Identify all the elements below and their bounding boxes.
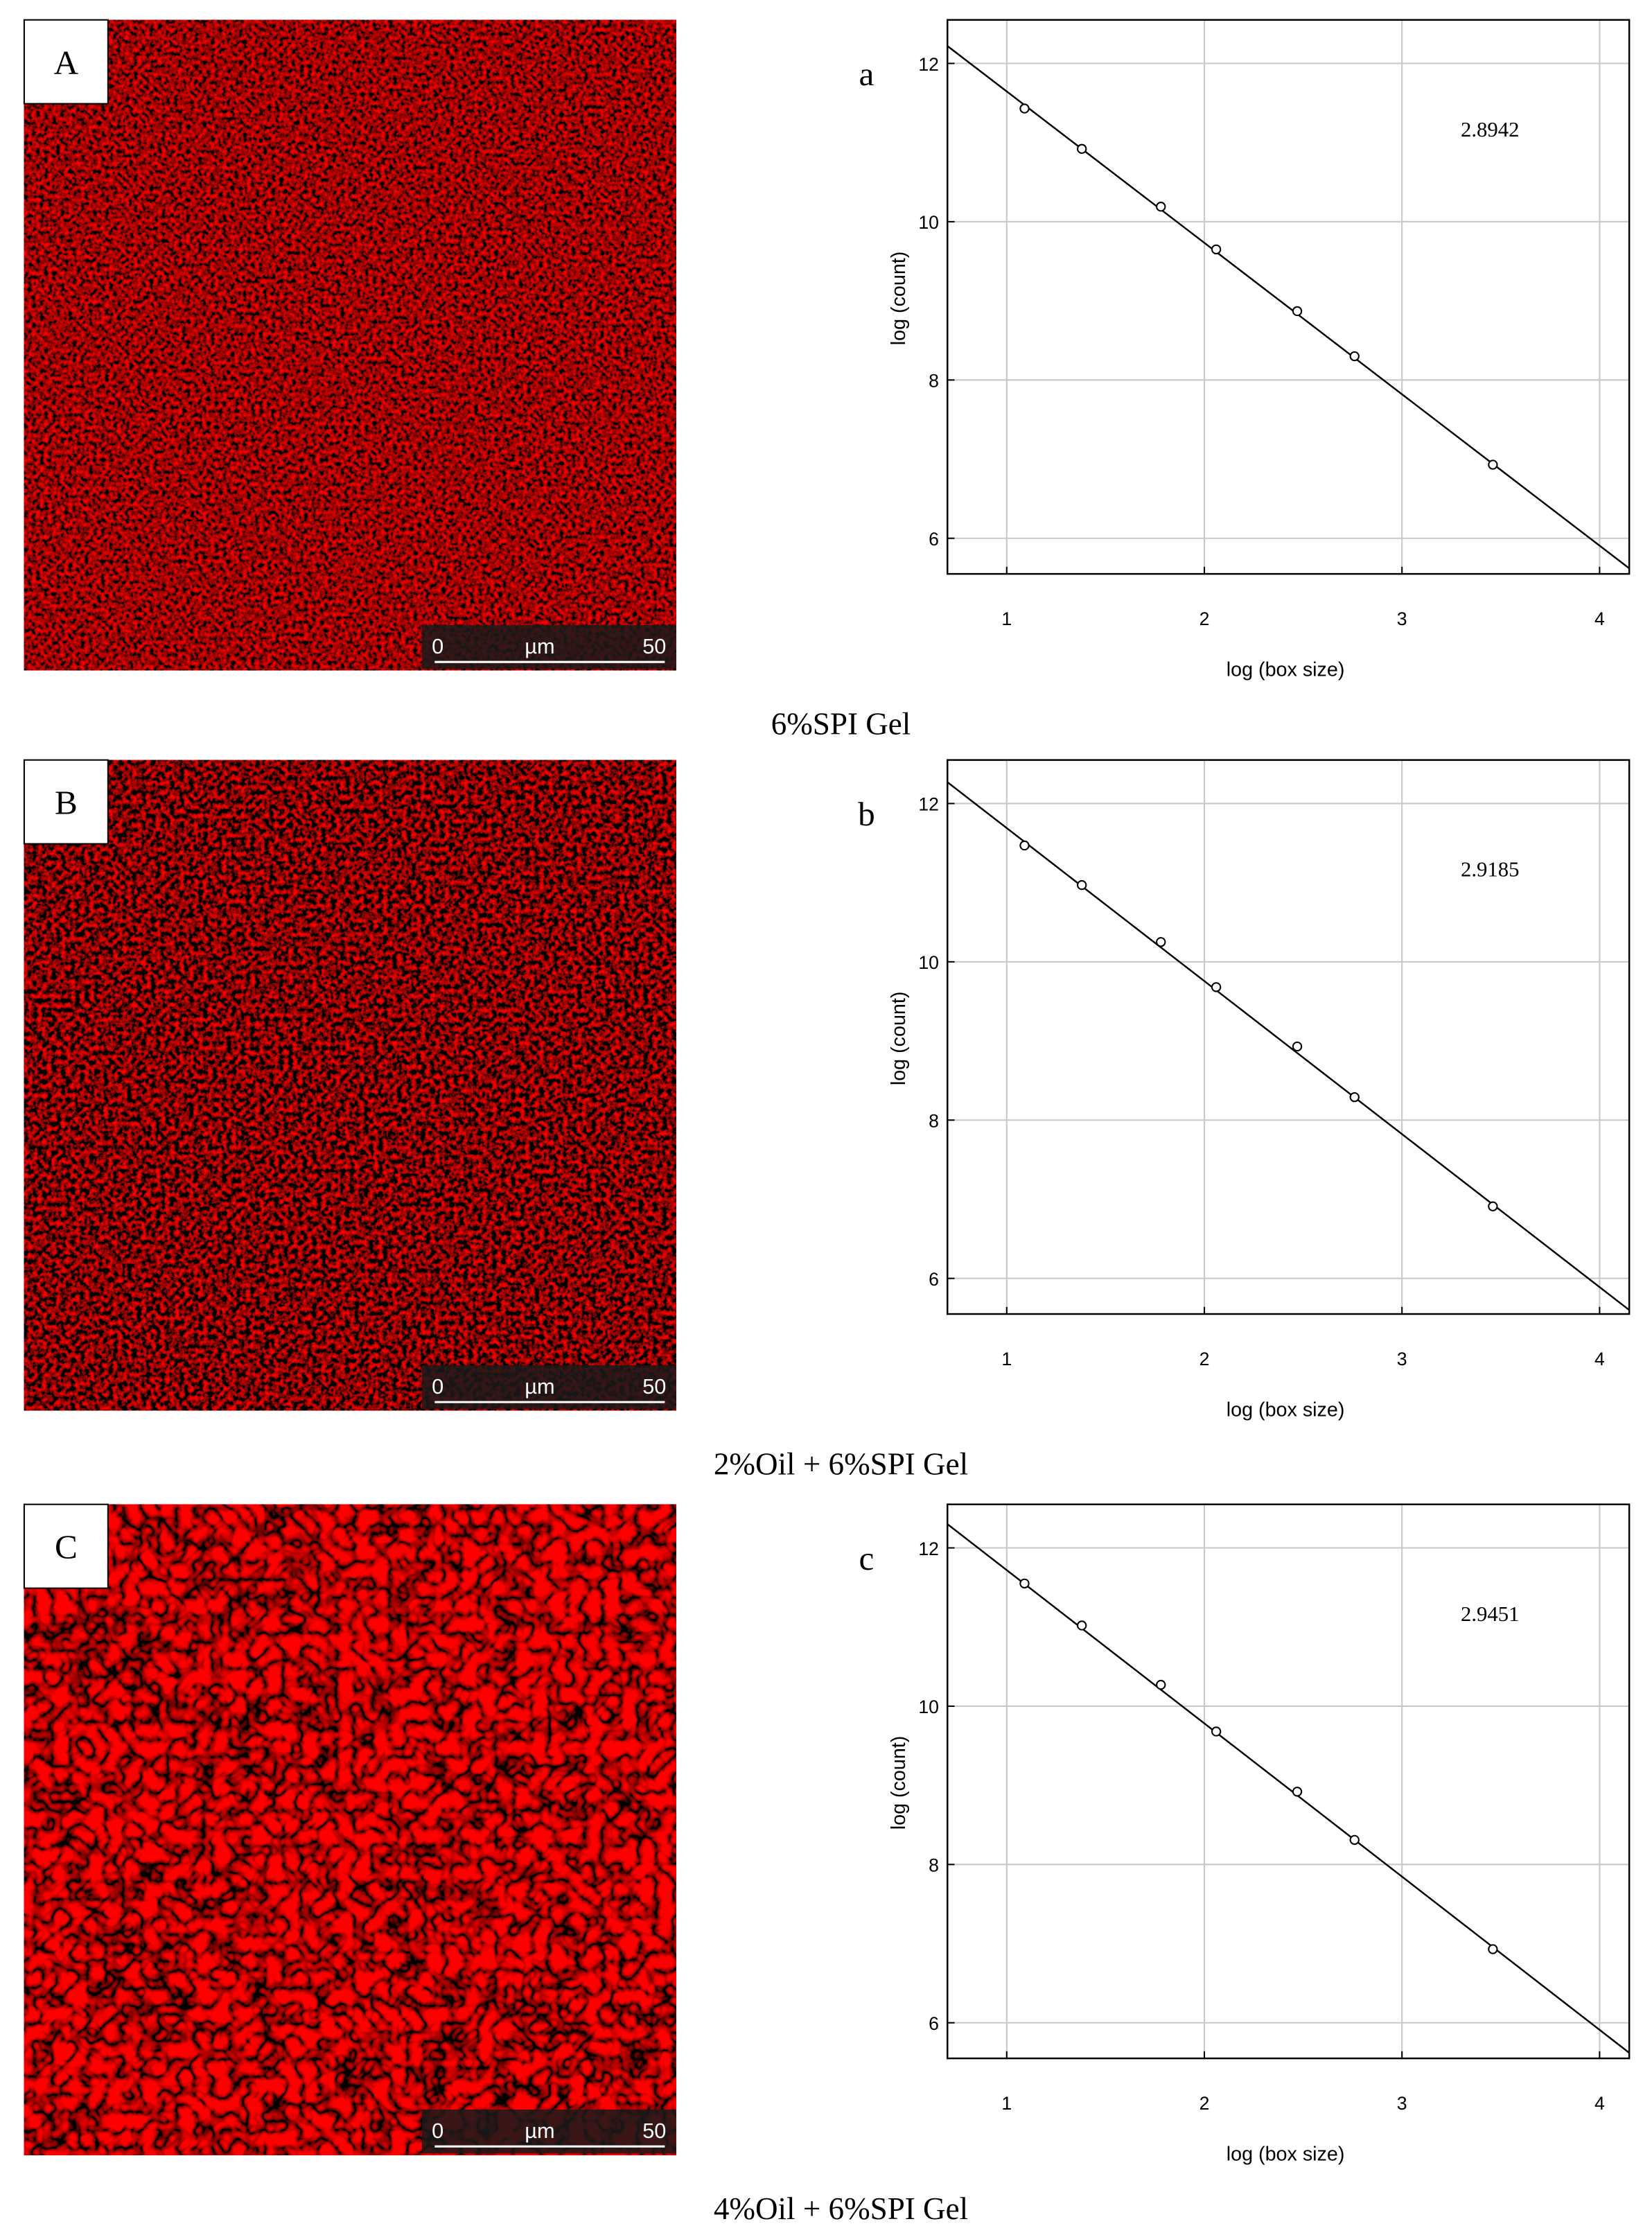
scale-bar-label: µm — [525, 2119, 554, 2143]
y-tick-label: 8 — [929, 1855, 939, 1876]
plot-frame — [947, 19, 1631, 575]
data-point — [1156, 937, 1166, 947]
y-tick-label: 8 — [929, 1110, 939, 1131]
x-tick-label: 2 — [1200, 2093, 1210, 2114]
scale-bar-label: 0 — [432, 1374, 443, 1399]
annotation: 2.9185 — [1461, 858, 1520, 882]
scale-bar-label: 0 — [432, 2119, 443, 2143]
y-axis-label: log (count) — [888, 1736, 910, 1830]
data-point — [1019, 1578, 1030, 1589]
x-axis-label: log (box size) — [1227, 2144, 1345, 2166]
data-point — [1077, 879, 1087, 891]
plot-frame — [947, 759, 1631, 1315]
caption: 4%Oil + 6%SPI Gel — [714, 2191, 968, 2226]
scale-bar-label: 50 — [642, 634, 666, 658]
scale-bar-label: 0 — [432, 634, 443, 658]
data-point — [1077, 1620, 1087, 1631]
data-point — [1292, 1787, 1303, 1797]
plot-area — [947, 1504, 1630, 2059]
y-tick-label: 10 — [918, 1697, 939, 1717]
scale-bar-label: µm — [525, 1374, 554, 1399]
data-point — [1292, 1041, 1303, 1052]
panel-label: B — [55, 784, 78, 822]
panel-letter: c — [859, 1539, 874, 1577]
y-tick-label: 8 — [929, 371, 939, 392]
x-axis-label: log (box size) — [1227, 659, 1345, 681]
annotation: 2.9451 — [1461, 1602, 1520, 1626]
data-point — [1349, 1092, 1360, 1103]
micrograph — [24, 1504, 676, 2155]
caption: 2%Oil + 6%SPI Gel — [714, 1447, 968, 1482]
data-point — [1211, 244, 1222, 255]
data-point — [1019, 840, 1030, 851]
x-tick-label: 4 — [1594, 2093, 1605, 2114]
annotation: 2.8942 — [1461, 118, 1520, 141]
y-tick-label: 12 — [918, 54, 939, 75]
data-point — [1019, 103, 1030, 114]
scale-bar-label: 50 — [642, 1374, 666, 1399]
y-tick-label: 12 — [918, 794, 939, 815]
fit-line — [947, 45, 1630, 570]
panel-letter: a — [859, 55, 874, 93]
panel-label: C — [55, 1528, 78, 1566]
data-point — [1488, 1944, 1498, 1954]
caption: 6%SPI Gel — [771, 707, 911, 742]
y-tick-label: 6 — [929, 529, 939, 550]
y-axis-label: log (count) — [888, 252, 910, 346]
micrograph — [24, 19, 676, 671]
data-point — [1349, 1834, 1360, 1846]
x-tick-label: 1 — [1001, 608, 1012, 629]
y-axis-label: log (count) — [888, 992, 910, 1086]
scale-bar-label: µm — [525, 634, 554, 658]
x-tick-label: 4 — [1594, 1349, 1605, 1369]
data-point — [1488, 1201, 1498, 1211]
data-point — [1211, 1726, 1222, 1737]
data-point — [1156, 1679, 1166, 1690]
x-tick-label: 2 — [1200, 608, 1210, 629]
x-tick-label: 3 — [1397, 608, 1407, 629]
panel-label-box — [23, 1503, 109, 1589]
x-axis-label: log (box size) — [1227, 1399, 1345, 1421]
x-tick-label: 2 — [1200, 1349, 1210, 1369]
panel-label: A — [54, 44, 79, 82]
y-tick-label: 12 — [918, 1539, 939, 1559]
x-tick-label: 3 — [1397, 1349, 1407, 1369]
x-tick-label: 1 — [1001, 1349, 1012, 1369]
data-point — [1292, 306, 1303, 317]
y-tick-label: 10 — [918, 952, 939, 973]
data-point — [1349, 351, 1360, 362]
panel-letter: b — [858, 795, 875, 833]
scale-bar-label: 50 — [642, 2119, 666, 2143]
panel-label-box — [23, 19, 109, 105]
micrograph — [24, 760, 676, 1411]
data-point — [1488, 459, 1498, 470]
y-tick-label: 6 — [929, 1269, 939, 1290]
fit-line — [947, 1523, 1630, 2054]
data-point — [1211, 982, 1222, 992]
data-point — [1156, 202, 1166, 212]
y-tick-label: 6 — [929, 2013, 939, 2034]
panel-label-box — [23, 759, 109, 845]
x-tick-label: 1 — [1001, 2093, 1012, 2114]
data-point — [1077, 143, 1087, 155]
plot-frame — [947, 1503, 1631, 2060]
x-tick-label: 4 — [1594, 608, 1605, 629]
y-tick-label: 10 — [918, 212, 939, 233]
x-tick-label: 3 — [1397, 2093, 1407, 2114]
fit-line — [947, 781, 1630, 1311]
